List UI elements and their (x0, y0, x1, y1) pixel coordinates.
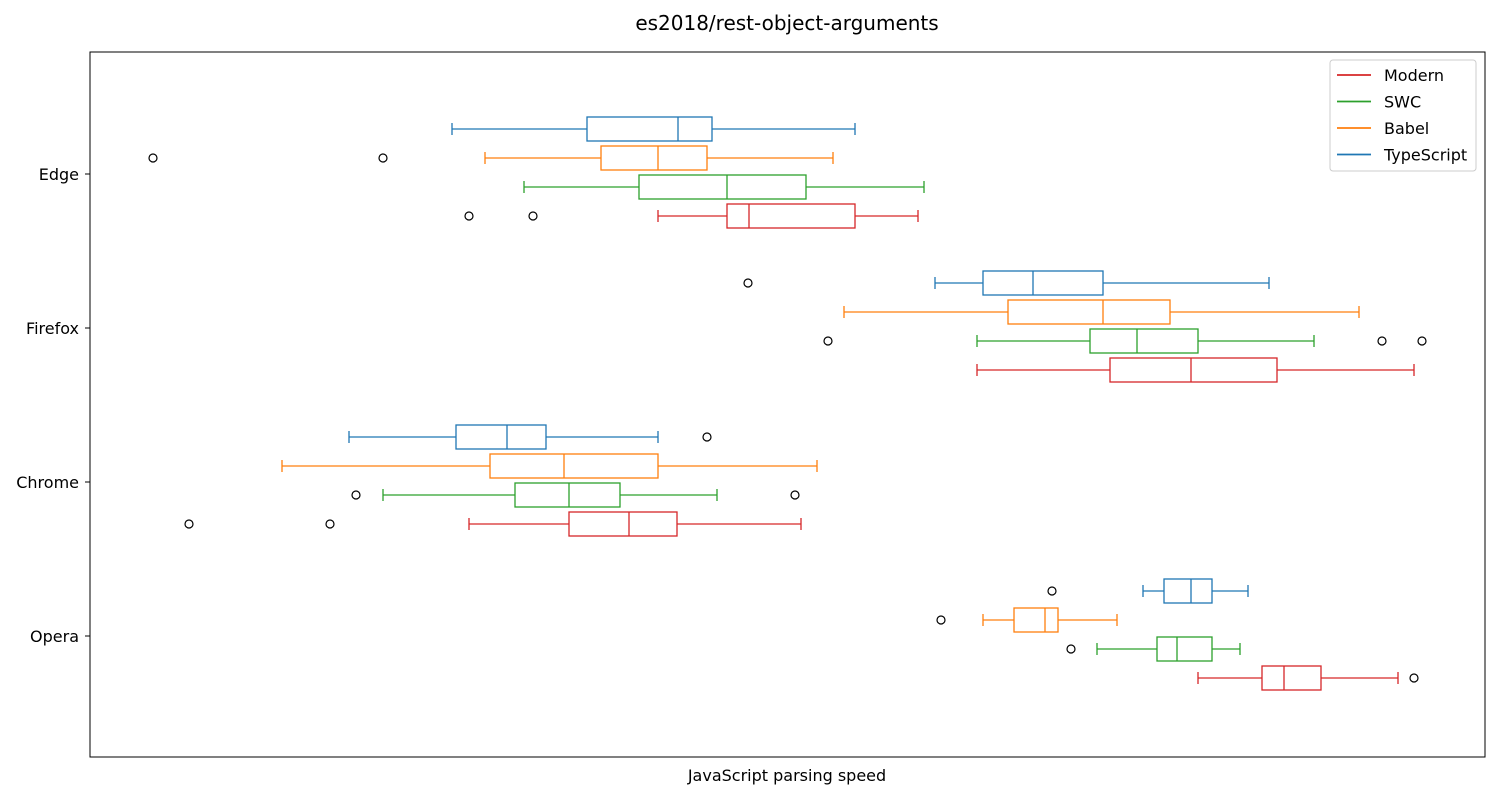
legend-item-modern: Modern (1337, 66, 1444, 85)
outlier-point (702, 432, 712, 442)
boxes-layer (148, 116, 1427, 691)
box-swc-chrome (351, 482, 800, 508)
box-iqr (514, 482, 621, 508)
box-iqr (638, 174, 807, 200)
box-iqr (1163, 578, 1213, 604)
outlier-point (148, 153, 158, 163)
outlier-point (743, 278, 753, 288)
legend-label: Modern (1384, 66, 1444, 85)
box-babel-opera (936, 607, 1118, 633)
outlier-point (1066, 644, 1076, 654)
box-iqr (1089, 328, 1199, 354)
box-typescript-edge (451, 116, 856, 142)
outlier-point (823, 336, 833, 346)
legend-item-swc: SWC (1337, 93, 1421, 112)
box-iqr (726, 203, 856, 229)
box-swc-opera (1066, 636, 1241, 662)
outlier-point (1409, 673, 1419, 683)
legend-label: Babel (1384, 119, 1429, 138)
outlier-point (1047, 586, 1057, 596)
outlier-point (1417, 336, 1427, 346)
series-modern (184, 203, 1419, 691)
y-axis: Edge Firefox Chrome Opera (16, 165, 90, 646)
box-typescript-opera (1047, 578, 1249, 604)
box-iqr (489, 453, 659, 479)
box-iqr (982, 270, 1104, 296)
box-babel-chrome (281, 453, 818, 479)
box-iqr (600, 145, 708, 171)
box-iqr (1109, 357, 1278, 383)
outlier-point (1377, 336, 1387, 346)
outlier-point (378, 153, 388, 163)
box-iqr (455, 424, 547, 450)
outlier-point (325, 519, 335, 529)
box-modern-firefox (976, 357, 1415, 383)
box-typescript-chrome (348, 424, 712, 450)
legend-item-typescript: TypeScript (1337, 146, 1467, 165)
box-modern-chrome (184, 511, 802, 537)
box-swc-firefox (823, 328, 1427, 354)
box-modern-opera (1197, 665, 1419, 691)
legend-label: SWC (1384, 93, 1421, 112)
series-typescript (348, 116, 1270, 604)
box-babel-firefox (843, 299, 1360, 325)
y-tick-label: Opera (30, 627, 79, 646)
box-babel-edge (148, 145, 834, 171)
outlier-point (184, 519, 194, 529)
plot-frame (89, 51, 1486, 758)
outlier-point (464, 211, 474, 221)
box-iqr (1156, 636, 1213, 662)
x-axis-label: JavaScript parsing speed (687, 766, 886, 785)
series-swc (351, 174, 1427, 662)
outlier-point (528, 211, 538, 221)
outlier-point (790, 490, 800, 500)
box-iqr (1261, 665, 1322, 691)
chart-title: es2018/rest-object-arguments (635, 11, 938, 35)
box-iqr (1013, 607, 1059, 633)
legend: Modern SWC Babel TypeScript (1329, 59, 1477, 172)
y-tick-label: Firefox (26, 319, 79, 338)
y-tick-label: Edge (39, 165, 79, 184)
legend-item-babel: Babel (1337, 119, 1429, 138)
outlier-point (936, 615, 946, 625)
box-swc-edge (523, 174, 925, 200)
legend-frame (1329, 59, 1477, 172)
legend-label: TypeScript (1383, 146, 1467, 165)
box-iqr (1007, 299, 1171, 325)
outlier-point (351, 490, 361, 500)
box-modern-edge (464, 203, 919, 229)
series-babel (148, 145, 1360, 633)
box-typescript-firefox (743, 270, 1270, 296)
box-iqr (568, 511, 678, 537)
y-tick-label: Chrome (16, 473, 79, 492)
box-iqr (586, 116, 713, 142)
